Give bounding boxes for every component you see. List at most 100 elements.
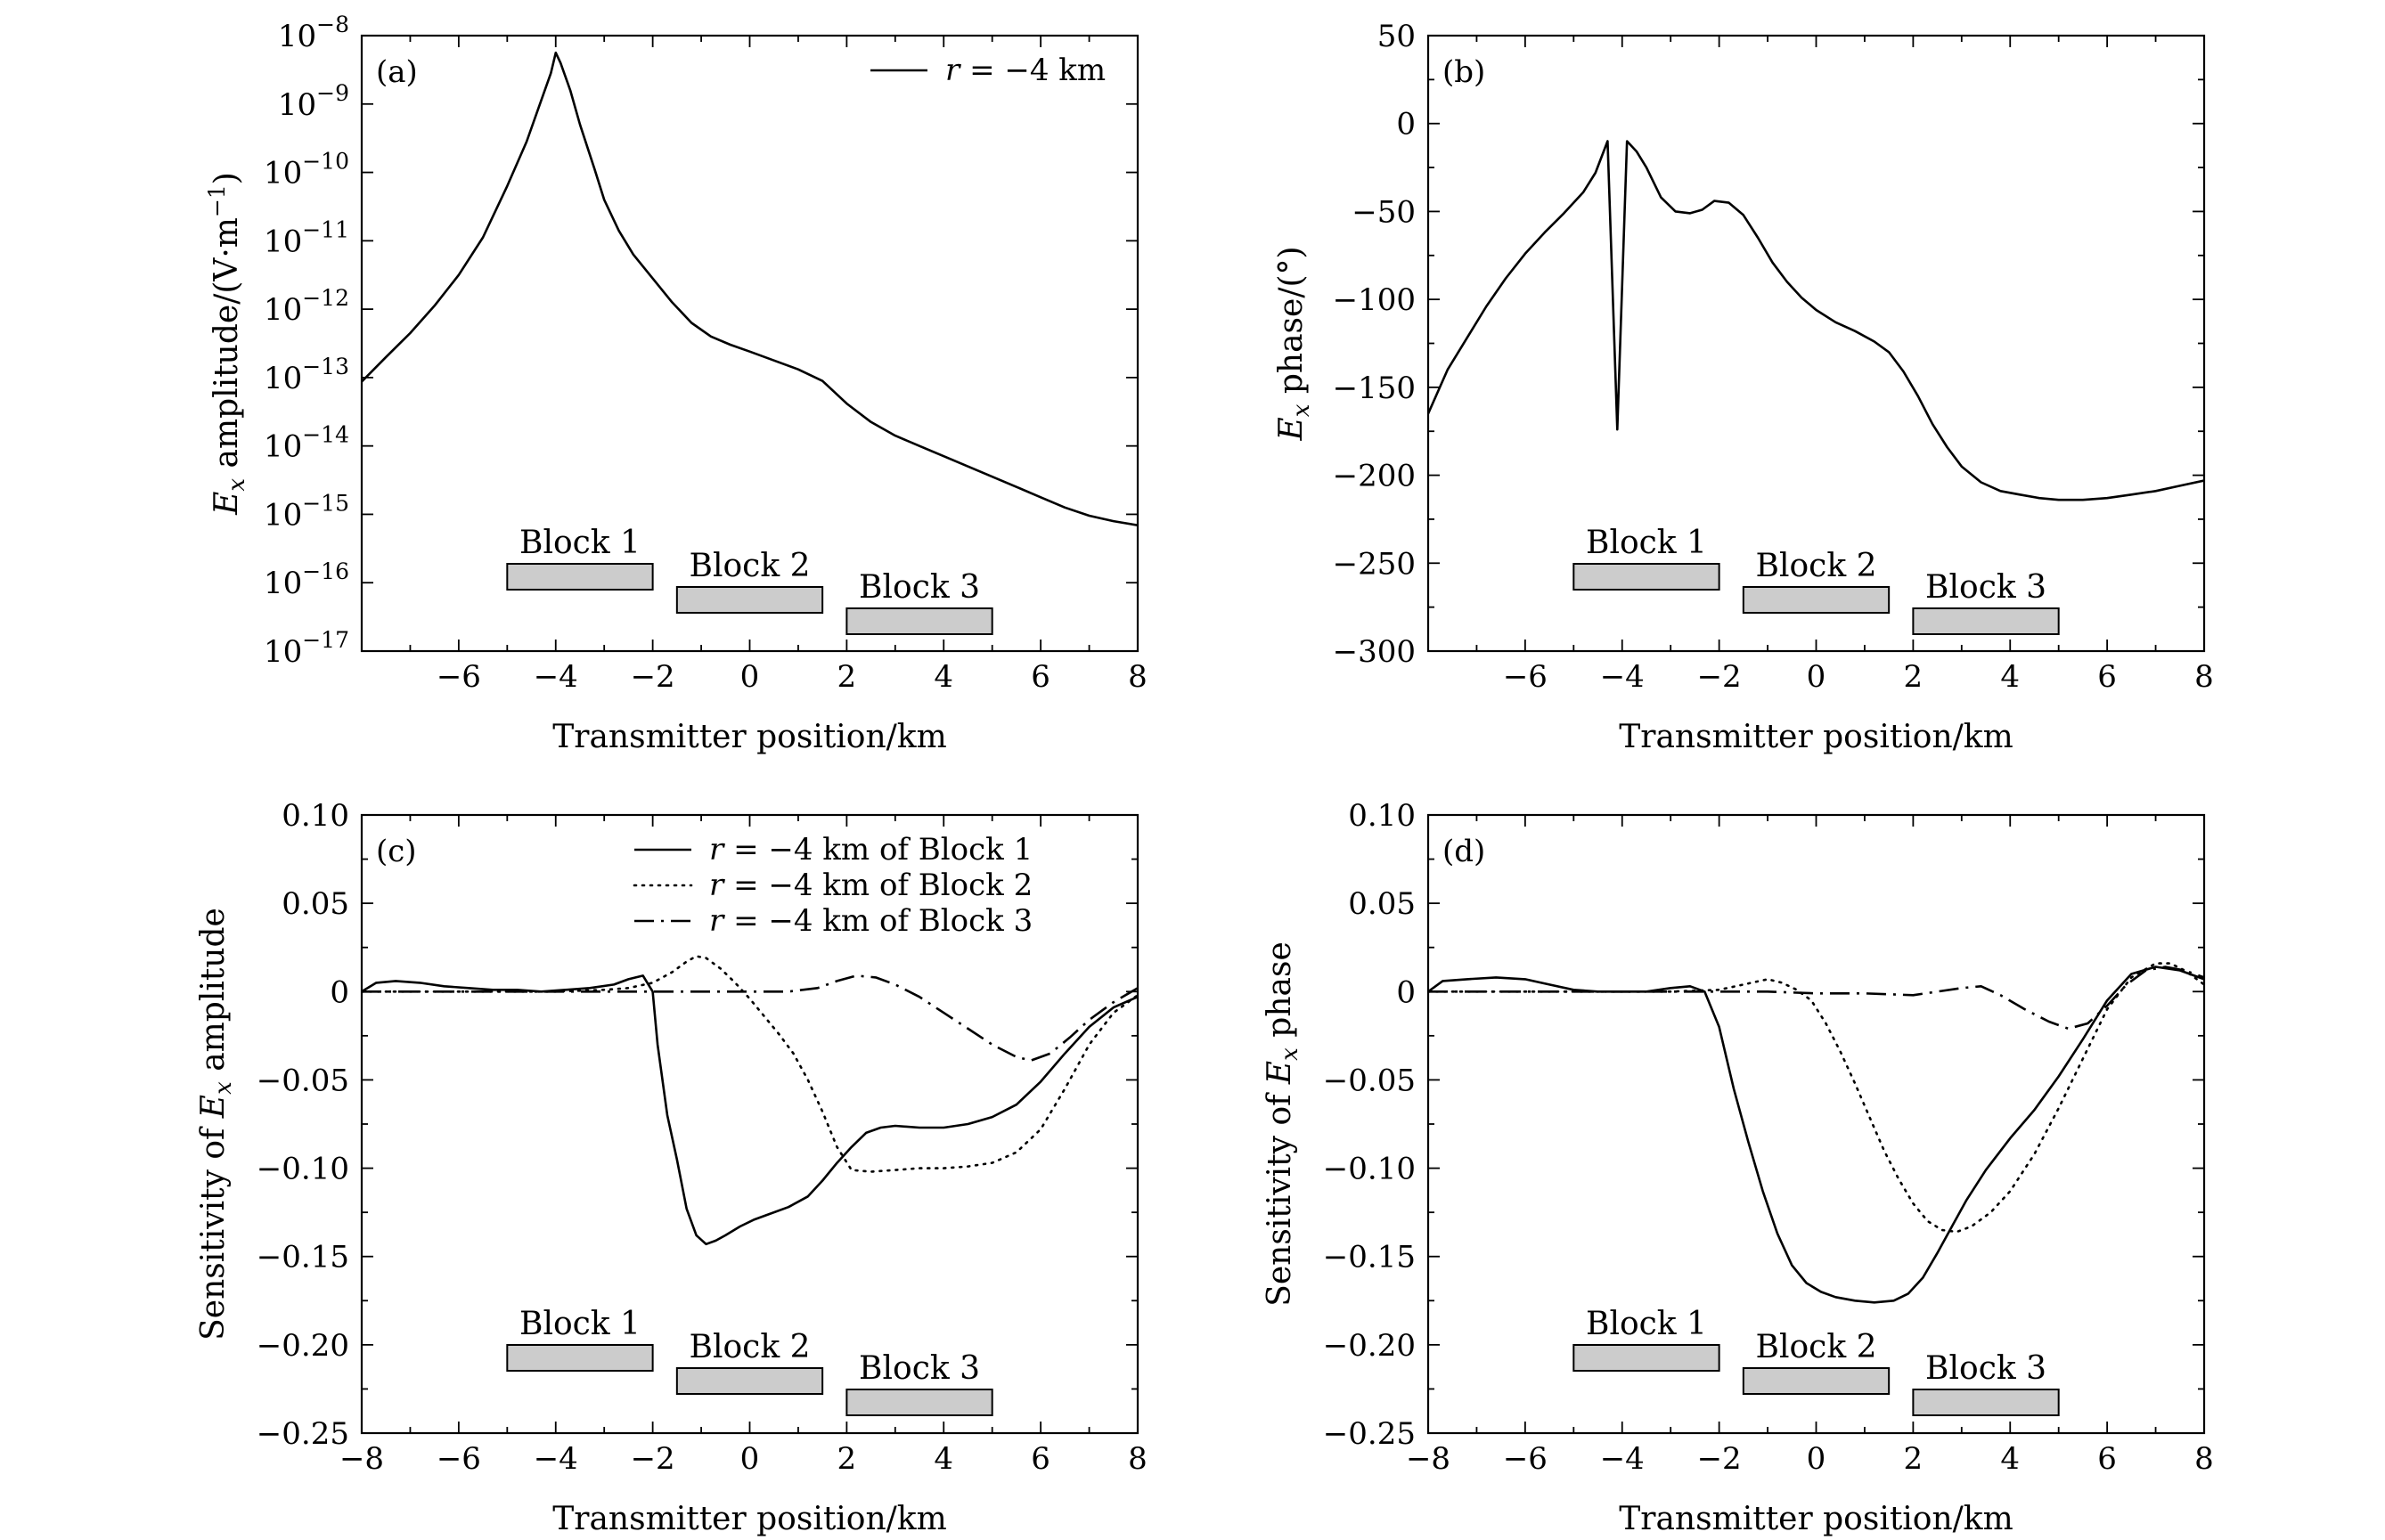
x-tick-label: 0	[740, 659, 760, 695]
x-tick-label: −6	[437, 659, 481, 695]
x-tick-label: −8	[1406, 1441, 1450, 1477]
y-tick-label: −0.15	[1323, 1240, 1416, 1275]
x-tick-label: 6	[2097, 659, 2117, 695]
y-tick-label: 10−16	[264, 558, 349, 601]
y-tick-label: −0.25	[257, 1416, 349, 1452]
panel-d-phase-sensitivity-chart: −8 −6 −4 −2 0 2 4 6 8 −0.25 −0.20 −0.15 −0.10 −0.05 0 0…	[1262, 798, 2214, 1537]
x-tick-label: −2	[1697, 1441, 1742, 1477]
y-tick-label: 0.10	[1348, 798, 1416, 834]
y-tick-label: −150	[1333, 371, 1416, 406]
block-2-label: Block 2	[1756, 1329, 1877, 1365]
y-tick-label: −0.25	[1323, 1416, 1416, 1452]
y-tick-label: −100	[1333, 282, 1416, 318]
x-tick-label: 2	[837, 1441, 857, 1477]
x-tick-label: −4	[1600, 659, 1645, 695]
block-1-rect	[506, 1344, 654, 1372]
block-2-rect	[1742, 1367, 1891, 1395]
panel-label: (a)	[376, 54, 418, 90]
series-line-1	[1428, 966, 2204, 1304]
block-3-rect	[845, 607, 993, 635]
y-tick-label: −0.10	[257, 1152, 349, 1187]
block-2-rect	[675, 1367, 824, 1395]
block-1-rect	[1572, 563, 1720, 591]
x-tick-label: 0	[1807, 659, 1826, 695]
y-tick-label: −0.15	[257, 1240, 349, 1275]
y-tick-label: −0.05	[257, 1063, 349, 1098]
y-tick-label: 10−15	[264, 490, 349, 533]
y-axis-label: Sensitivity of Ex amplitude	[195, 908, 237, 1340]
x-tick-label: 2	[1904, 659, 1924, 695]
x-tick-label: 6	[1031, 659, 1050, 695]
x-tick-label: −4	[534, 659, 578, 695]
x-tick-label: −2	[631, 659, 675, 695]
y-tick-label: −250	[1333, 546, 1416, 582]
y-tick-label: 10−11	[264, 216, 349, 259]
x-tick-label: −2	[1697, 659, 1742, 695]
y-tick-label: −0.20	[257, 1328, 349, 1364]
panel-b-phase-chart: −6 −4 −2 0 2 4 6 8 −300 −250 −200 −150 −100 −50 0 50 Tra…	[1273, 19, 2214, 755]
block-3-rect	[1912, 1389, 2060, 1416]
series-line-1	[362, 51, 1138, 526]
y-tick-label: 0	[330, 974, 349, 1010]
legend-entry-3: r = −4 km of Block 3	[709, 903, 1033, 939]
block-1-label: Block 1	[519, 1306, 641, 1342]
y-tick-label: 0.05	[1348, 886, 1416, 922]
y-tick-label: −300	[1333, 634, 1416, 670]
series-line-3	[1428, 966, 2204, 1031]
panel-label: (d)	[1442, 834, 1485, 869]
y-tick-label: −50	[1352, 194, 1416, 230]
block-3-label: Block 3	[859, 569, 980, 606]
block-1-rect	[506, 563, 654, 591]
y-axis-label: Ex phase/(°)	[1273, 246, 1315, 441]
legend-entry-1: r = −4 km of Block 1	[709, 832, 1033, 868]
x-tick-label: 0	[740, 1441, 760, 1477]
x-axis-label: Transmitter position/km	[552, 719, 947, 755]
x-tick-label: 6	[2097, 1441, 2117, 1477]
y-tick-label: 0	[1396, 974, 1416, 1010]
y-tick-label: 10−12	[264, 285, 349, 328]
block-3-label: Block 3	[1925, 1350, 2046, 1387]
series-line-1	[1428, 140, 2204, 501]
legend-entry-1: r = −4 km	[945, 53, 1106, 88]
panel-c-amplitude-sensitivity-chart: −8 −6 −4 −2 0 2 4 6 8 −0.25 −0.20 −0.15 −0.10 −0.05 0 0…	[195, 798, 1148, 1537]
y-tick-label: 10−17	[264, 627, 349, 670]
block-2-label: Block 2	[690, 548, 811, 584]
series-line-3	[362, 974, 1138, 1062]
x-tick-label: −6	[437, 1441, 481, 1477]
x-tick-label: −8	[339, 1441, 384, 1477]
block-2-label: Block 2	[1756, 548, 1877, 584]
series-line-2	[1428, 962, 2204, 1234]
block-3-label: Block 3	[859, 1350, 980, 1387]
x-tick-label: 8	[1128, 1441, 1148, 1477]
y-tick-label: −0.05	[1323, 1063, 1416, 1098]
x-tick-label: 0	[1807, 1441, 1826, 1477]
x-tick-label: 8	[1128, 659, 1148, 695]
x-tick-label: 2	[1904, 1441, 1924, 1477]
block-2-rect	[675, 586, 824, 614]
panel-label: (b)	[1442, 54, 1485, 90]
x-axis-label: Transmitter position/km	[1619, 719, 2013, 755]
x-tick-label: −6	[1503, 659, 1548, 695]
block-2-rect	[1742, 586, 1891, 614]
y-tick-label: 0.10	[282, 798, 349, 834]
panel-a-amplitude-chart: −6 −4 −2 0 2 4 6 8 10−17 10−16 10−15 10−14 10−13 10−1…	[204, 12, 1148, 755]
x-tick-label: −6	[1503, 1441, 1548, 1477]
y-tick-label: 0	[1396, 107, 1416, 143]
y-axis-label: Ex amplitude/(V·m−1)	[204, 172, 250, 516]
x-tick-label: −2	[631, 1441, 675, 1477]
x-tick-label: −4	[534, 1441, 578, 1477]
block-3-rect	[845, 1389, 993, 1416]
block-3-rect	[1912, 607, 2060, 635]
block-1-label: Block 1	[519, 525, 641, 561]
x-tick-label: 4	[934, 659, 953, 695]
y-tick-label: 10−8	[278, 12, 349, 54]
x-tick-label: 8	[2194, 659, 2214, 695]
y-tick-label: −0.20	[1323, 1328, 1416, 1364]
block-1-rect	[1572, 1344, 1720, 1372]
panel-label: (c)	[376, 834, 417, 869]
y-tick-label: 10−9	[278, 80, 349, 123]
y-tick-label: −0.10	[1323, 1152, 1416, 1187]
block-2-label: Block 2	[690, 1329, 811, 1365]
y-axis-label: Sensitivity of Ex phase	[1262, 941, 1303, 1307]
